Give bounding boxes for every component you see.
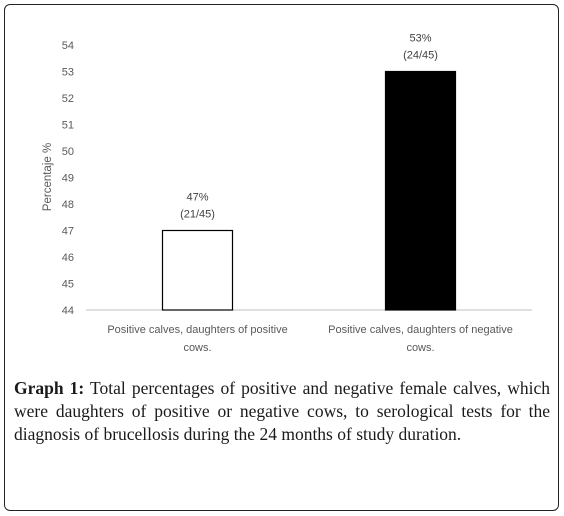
y-tick-label: 54 xyxy=(62,40,74,52)
y-tick-label: 51 xyxy=(62,120,74,132)
bar xyxy=(161,229,234,311)
x-category-label: Positive calves, daughters of positive xyxy=(107,324,287,336)
y-tick-label: 44 xyxy=(62,305,74,317)
bar-chart: 44 45 46 47 48 49 50 51 52 53 54 47% (21/45) 53% (24/… xyxy=(42,33,532,354)
x-category-label: cows. xyxy=(406,342,434,354)
y-tick-label: 48 xyxy=(62,199,74,211)
y-tick-label: 46 xyxy=(62,252,74,264)
y-tick-label: 52 xyxy=(62,93,74,105)
caption-text: Total percentages of positive and negati… xyxy=(14,378,550,444)
data-label: 47% xyxy=(186,192,208,204)
y-tick-label: 50 xyxy=(62,146,74,158)
y-tick-label: 47 xyxy=(62,226,74,238)
x-category-label: cows. xyxy=(183,342,211,354)
data-label: 53% xyxy=(409,33,431,45)
x-category-label: Positive calves, daughters of negative xyxy=(328,324,513,336)
y-tick-label: 49 xyxy=(62,173,74,185)
y-tick-label: 45 xyxy=(62,279,74,291)
figure-caption: Graph 1: Total percentages of positive a… xyxy=(14,377,550,446)
y-axis-label: Percentaje % xyxy=(42,143,54,211)
y-tick-label: 53 xyxy=(62,67,74,79)
data-label: (24/45) xyxy=(403,50,438,62)
figure-frame xyxy=(4,4,559,511)
data-label: (21/45) xyxy=(180,209,215,221)
caption-lead: Graph 1: xyxy=(14,378,85,398)
bar xyxy=(384,70,457,311)
